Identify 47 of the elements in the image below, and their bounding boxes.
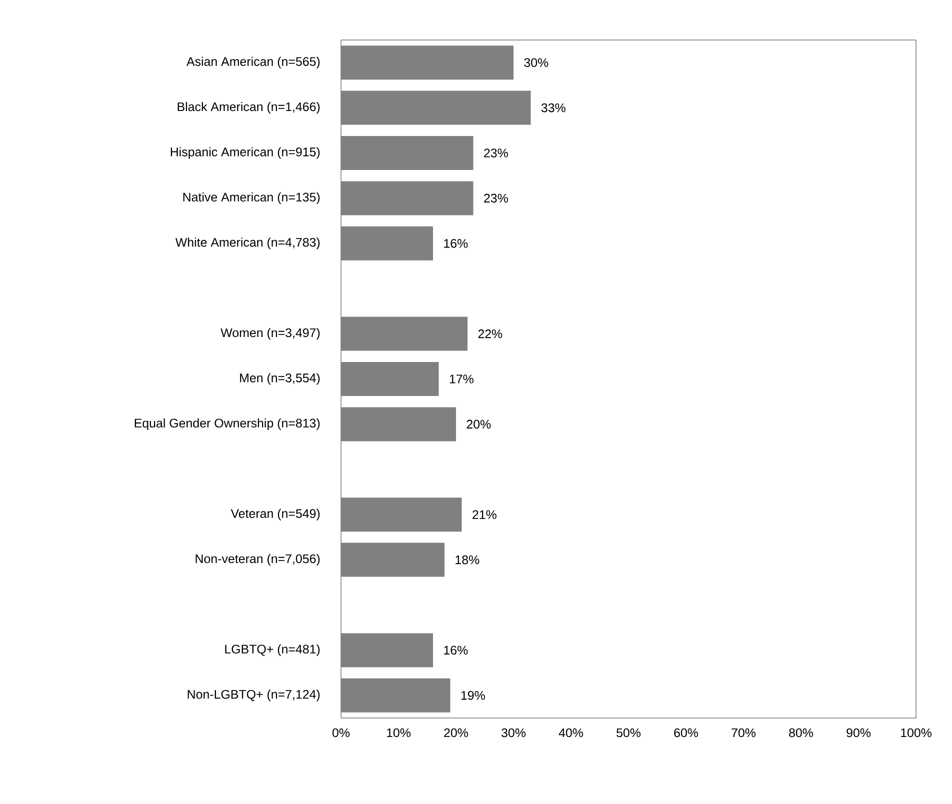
data-label: 33%: [541, 103, 566, 112]
bar: [341, 316, 468, 351]
x-tick-label: 80%: [789, 728, 814, 738]
bar: [341, 226, 434, 260]
y-tick-label: Native American (n=135): [183, 192, 320, 204]
bar: [341, 46, 514, 80]
bar: [341, 181, 474, 216]
bar: [341, 542, 445, 577]
bar: [341, 362, 439, 396]
data-label: 22%: [478, 329, 502, 338]
bar: [341, 90, 531, 125]
bar: [341, 633, 434, 668]
bar: [341, 136, 474, 170]
y-tick-label: Black American (n=1,466): [178, 102, 320, 114]
x-tick-label: 100%: [901, 728, 932, 738]
x-tick-label: 10%: [386, 728, 411, 738]
data-label: 20%: [466, 420, 491, 429]
y-tick-label: White American (n=4,783): [175, 238, 320, 250]
y-tick-label: Equal Gender Ownership (n=813): [134, 418, 320, 430]
x-tick-label: 60%: [674, 728, 698, 738]
bar: [341, 498, 462, 532]
data-label: 17%: [450, 374, 474, 384]
y-tick-label: Men (n=3,554): [240, 373, 320, 385]
data-label: 23%: [484, 148, 508, 158]
y-tick-label: Non-LGBTQ+ (n=7,124): [188, 690, 320, 702]
x-tick-label: 40%: [558, 728, 584, 738]
bar: [341, 678, 450, 712]
data-label: 23%: [484, 194, 508, 203]
x-tick-label: 20%: [444, 728, 468, 738]
y-tick-label: Asian American (n=565): [186, 56, 320, 68]
x-tick-label: 70%: [732, 728, 756, 738]
data-label: 30%: [524, 58, 548, 68]
data-label: 16%: [444, 239, 468, 248]
data-label: 21%: [472, 510, 496, 519]
x-tick-label: 0%: [332, 728, 350, 738]
y-tick-label: Women (n=3,497): [220, 328, 320, 340]
y-tick-label: LGBTQ+ (n=481): [225, 644, 320, 656]
data-label: 19%: [461, 691, 485, 700]
y-tick-label: Hispanic American (n=915): [170, 147, 320, 159]
x-tick-label: 30%: [502, 728, 526, 738]
data-label: 18%: [456, 555, 480, 564]
y-tick-label: Veteran (n=549): [230, 508, 320, 520]
x-tick-label: 90%: [846, 728, 871, 738]
data-label: 16%: [444, 646, 468, 655]
y-tick-label: Non-veteran (n=7,056): [196, 554, 320, 566]
x-tick-label: 50%: [616, 728, 641, 738]
bar: [341, 407, 456, 442]
